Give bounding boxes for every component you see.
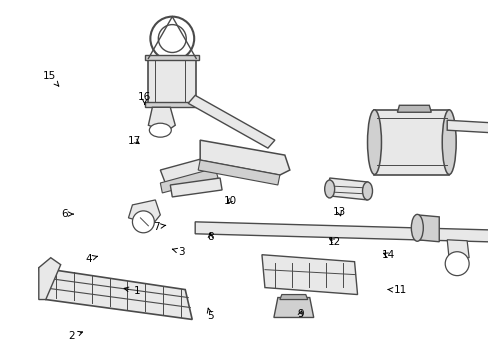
Ellipse shape (324, 180, 334, 198)
Text: 11: 11 (387, 285, 406, 296)
Polygon shape (145, 55, 199, 60)
Polygon shape (397, 105, 430, 112)
Text: 14: 14 (381, 250, 394, 260)
Text: 12: 12 (327, 237, 341, 247)
Text: 4: 4 (85, 254, 97, 264)
Text: 7: 7 (153, 222, 165, 231)
Circle shape (132, 211, 154, 233)
Polygon shape (195, 222, 488, 244)
Polygon shape (447, 240, 468, 260)
Circle shape (158, 24, 186, 53)
Circle shape (444, 252, 468, 276)
Polygon shape (198, 160, 279, 185)
Polygon shape (170, 178, 222, 197)
Polygon shape (447, 120, 488, 148)
Ellipse shape (149, 123, 171, 137)
Polygon shape (279, 294, 307, 300)
Text: 13: 13 (332, 207, 346, 217)
Polygon shape (188, 95, 274, 148)
Circle shape (150, 17, 194, 60)
Ellipse shape (410, 214, 423, 241)
Ellipse shape (362, 182, 372, 200)
Text: 10: 10 (223, 196, 236, 206)
Text: 8: 8 (206, 232, 213, 242)
Text: 2: 2 (68, 331, 82, 341)
Polygon shape (148, 58, 196, 105)
Text: 17: 17 (128, 136, 141, 145)
Ellipse shape (367, 110, 381, 175)
Text: 16: 16 (138, 92, 151, 105)
Polygon shape (374, 110, 448, 175)
Text: 9: 9 (297, 310, 303, 319)
Polygon shape (128, 200, 160, 225)
Polygon shape (262, 255, 357, 294)
Polygon shape (273, 298, 313, 318)
Text: 1: 1 (124, 286, 141, 296)
Polygon shape (416, 215, 438, 242)
Text: 5: 5 (206, 308, 213, 321)
Text: 3: 3 (172, 247, 184, 257)
Polygon shape (39, 258, 61, 300)
Polygon shape (160, 155, 220, 183)
Text: 15: 15 (43, 71, 59, 86)
Text: 6: 6 (61, 209, 73, 219)
Polygon shape (329, 178, 367, 200)
Polygon shape (160, 168, 218, 193)
Polygon shape (200, 140, 289, 175)
Polygon shape (148, 107, 175, 132)
Ellipse shape (441, 110, 455, 175)
Polygon shape (39, 268, 192, 319)
Polygon shape (145, 102, 199, 107)
